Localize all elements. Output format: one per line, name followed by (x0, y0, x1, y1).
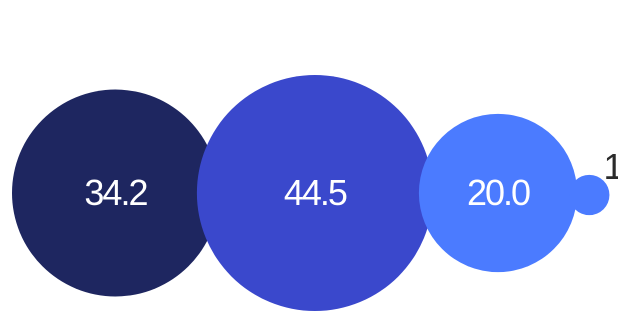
bubble-label-3: 1.3 (603, 146, 618, 187)
bubble-label-1: 44.5 (284, 172, 347, 213)
bubble-label-0: 34.2 (84, 172, 147, 213)
bubble-label-2: 20.0 (467, 172, 530, 213)
bubble-3 (569, 174, 610, 216)
bubble-1 (196, 75, 433, 311)
bubble-0 (12, 89, 219, 297)
bubble-2 (418, 113, 578, 273)
